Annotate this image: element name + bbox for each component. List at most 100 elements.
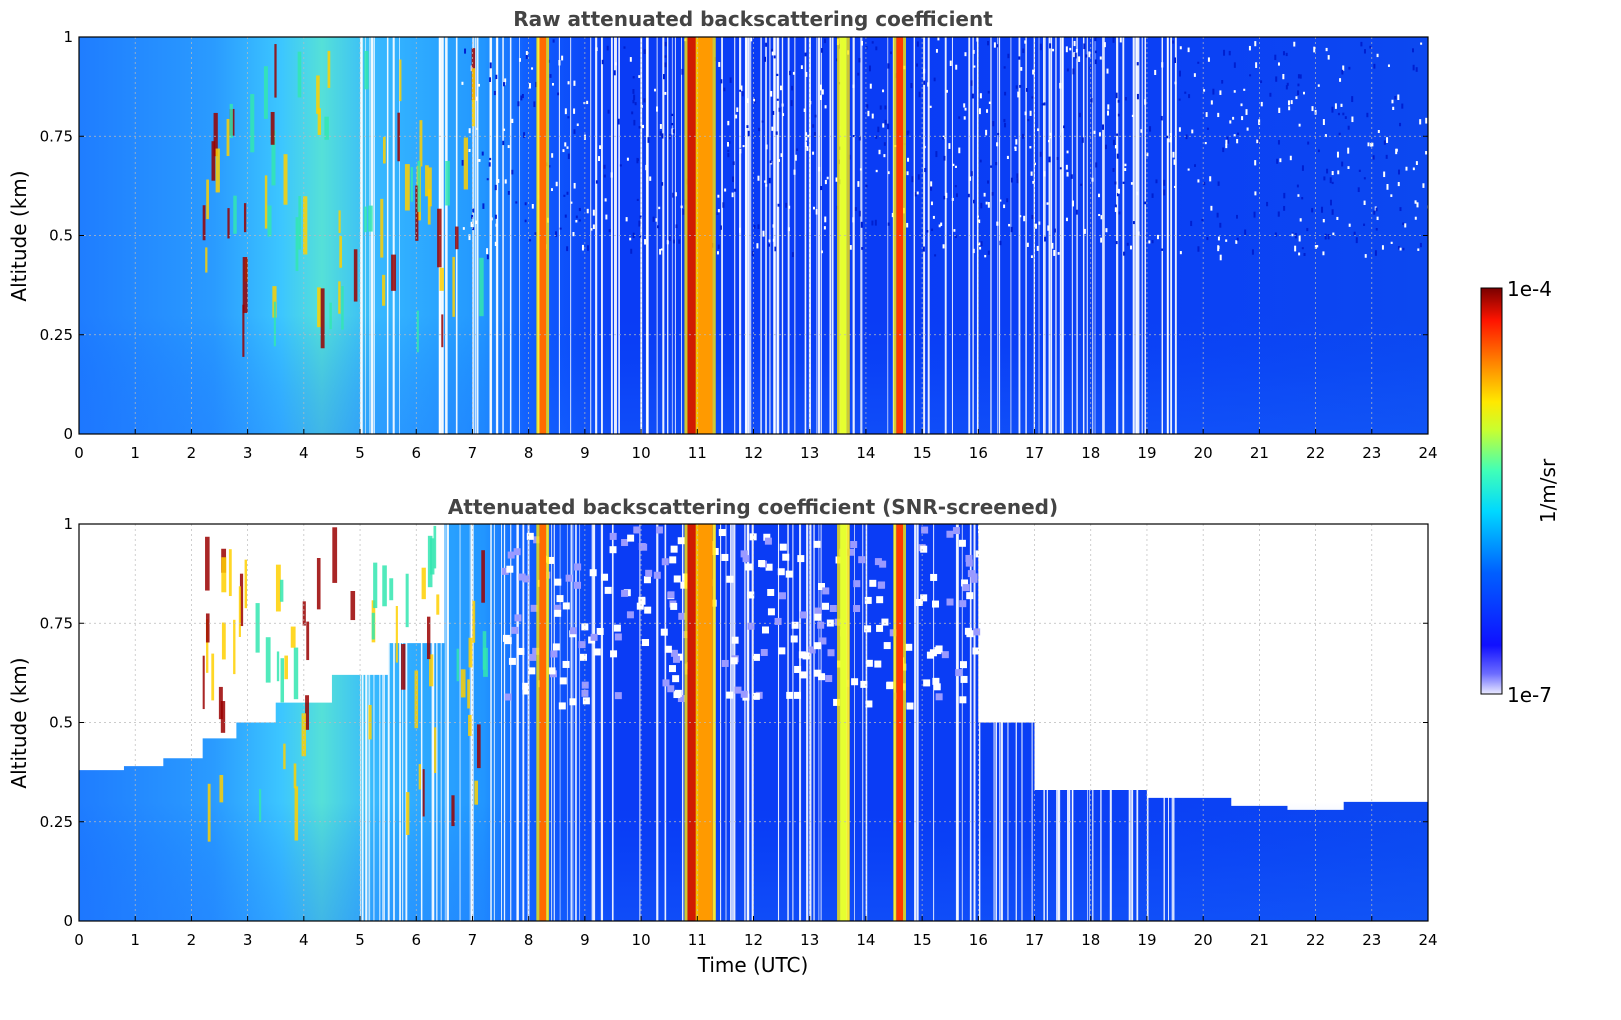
noise-cell bbox=[807, 134, 810, 138]
noise-cell bbox=[958, 539, 966, 547]
noise-cell bbox=[1112, 168, 1115, 172]
noise-cell bbox=[883, 642, 891, 650]
noise-cell bbox=[747, 591, 755, 599]
cloud-feature bbox=[339, 236, 343, 268]
noise-cell bbox=[486, 178, 489, 181]
cloud-feature bbox=[382, 274, 386, 306]
noise-cell bbox=[1203, 89, 1206, 92]
noise-cell bbox=[1221, 80, 1224, 84]
cloud-feature bbox=[441, 314, 444, 348]
noise-cell bbox=[906, 222, 909, 228]
cloud-feature bbox=[341, 286, 344, 330]
noise-cell bbox=[967, 570, 975, 578]
cloud-feature bbox=[264, 175, 268, 229]
noise-cell bbox=[604, 198, 607, 202]
noise-cell bbox=[1019, 215, 1022, 218]
noise-cell bbox=[765, 563, 773, 571]
noise-cell bbox=[610, 172, 613, 178]
cloud-feature bbox=[477, 724, 481, 769]
noise-cell bbox=[1056, 157, 1059, 160]
noise-cell bbox=[802, 652, 810, 660]
noise-cell bbox=[569, 627, 577, 635]
noise-cell bbox=[673, 575, 681, 583]
x-tick-label: 20 bbox=[1194, 444, 1213, 462]
cloud-feature bbox=[421, 567, 426, 600]
noise-cell bbox=[805, 71, 808, 77]
noise-cell bbox=[779, 543, 787, 551]
noise-cell bbox=[637, 158, 640, 162]
noise-cell bbox=[464, 48, 467, 54]
noise-cell bbox=[1390, 194, 1393, 197]
noise-cell bbox=[771, 51, 774, 56]
noise-cell bbox=[1222, 147, 1225, 153]
x-tick-label: 13 bbox=[800, 444, 819, 462]
data-gap-line bbox=[392, 37, 395, 434]
x-tick-label: 15 bbox=[913, 931, 932, 949]
noise-cell bbox=[727, 149, 730, 152]
cloud-feature bbox=[284, 655, 288, 680]
noise-cell bbox=[1233, 62, 1236, 68]
noise-cell bbox=[1172, 151, 1175, 158]
noise-cell bbox=[511, 118, 514, 124]
noise-cell bbox=[1026, 242, 1029, 247]
noise-cell bbox=[592, 224, 595, 230]
noise-cell bbox=[1337, 112, 1340, 116]
noise-cell bbox=[574, 581, 582, 589]
noise-cell bbox=[865, 659, 873, 667]
noise-cell bbox=[494, 241, 497, 246]
data-gap-line bbox=[602, 524, 604, 921]
noise-cell bbox=[608, 229, 611, 233]
noise-cell bbox=[528, 667, 536, 675]
data-gap-line bbox=[361, 524, 364, 921]
noise-cell bbox=[554, 609, 562, 617]
cloud-feature bbox=[382, 565, 387, 607]
noise-cell bbox=[1114, 204, 1117, 209]
noise-cell bbox=[849, 245, 852, 250]
noise-cell bbox=[1066, 150, 1069, 154]
noise-cell bbox=[1293, 41, 1296, 47]
noise-cell bbox=[965, 559, 973, 567]
x-tick-label: 14 bbox=[856, 444, 875, 462]
data-gap-line bbox=[861, 37, 862, 434]
noise-cell bbox=[1375, 228, 1378, 231]
noise-cell bbox=[1179, 46, 1182, 50]
noise-cell bbox=[578, 207, 581, 212]
data-gap-line bbox=[1021, 524, 1023, 921]
noise-cell bbox=[804, 141, 807, 148]
noise-cell bbox=[633, 119, 636, 126]
noise-cell bbox=[1098, 193, 1101, 198]
noise-cell bbox=[633, 94, 636, 101]
noise-cell bbox=[530, 604, 538, 612]
noise-cell bbox=[554, 231, 557, 237]
noise-cell bbox=[1251, 249, 1254, 255]
noise-cell bbox=[853, 580, 861, 588]
noise-cell bbox=[772, 238, 775, 242]
noise-cell bbox=[1188, 94, 1191, 99]
noise-cell bbox=[1124, 97, 1127, 101]
noise-cell bbox=[1236, 138, 1239, 144]
data-gap-line bbox=[446, 37, 448, 434]
noise-cell bbox=[1236, 214, 1238, 219]
data-gap-line bbox=[1167, 37, 1169, 434]
noise-cell bbox=[921, 526, 929, 534]
cloud-feature bbox=[474, 780, 479, 805]
noise-cell bbox=[1397, 246, 1400, 250]
noise-cell bbox=[605, 214, 608, 220]
cloud-feature bbox=[215, 148, 220, 193]
noise-cell bbox=[742, 145, 745, 148]
x-tick-label: 10 bbox=[632, 931, 651, 949]
noise-cell bbox=[742, 555, 750, 563]
data-gap-line bbox=[1103, 37, 1105, 434]
noise-cell bbox=[1412, 64, 1415, 71]
noise-cell bbox=[1275, 76, 1278, 82]
noise-cell bbox=[1023, 215, 1026, 222]
data-gap-line bbox=[820, 524, 822, 921]
noise-cell bbox=[930, 201, 933, 206]
x-tick-label: 1 bbox=[130, 931, 140, 949]
noise-cell bbox=[613, 70, 616, 76]
precipitation-column bbox=[840, 37, 847, 434]
noise-cell bbox=[515, 201, 518, 204]
precipitation-column-edge bbox=[546, 524, 550, 921]
data-gap-line bbox=[570, 524, 572, 921]
noise-cell bbox=[976, 37, 979, 42]
